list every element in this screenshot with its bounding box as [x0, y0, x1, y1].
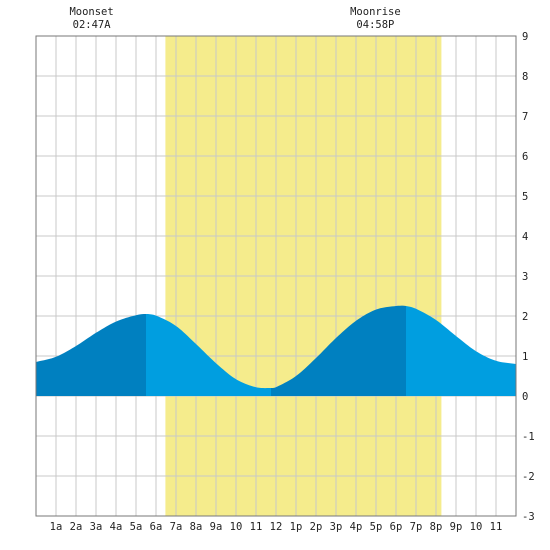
- x-axis-ticks: 1a 2a 3a 4a 5a 6a 7a 8a 9a 10 11 12 1p 2p 3p 4p 5p 6p 7p 8p…: [50, 521, 503, 533]
- x-tick-label: 7p: [410, 521, 423, 533]
- x-tick-label: 11: [250, 521, 263, 533]
- x-tick-label: 8p: [430, 521, 443, 533]
- x-tick-label: 9p: [450, 521, 463, 533]
- x-tick-label: 9a: [210, 521, 223, 533]
- y-tick-label: -2: [522, 471, 535, 483]
- y-tick-label: 6: [522, 151, 528, 163]
- y-tick-label: 3: [522, 271, 528, 283]
- y-tick-label: 8: [522, 71, 528, 83]
- tide-area: [36, 305, 516, 396]
- grid: [36, 35, 516, 517]
- x-tick-label: 12: [270, 521, 283, 533]
- y-tick-label: 5: [522, 191, 528, 203]
- moon-event-time: 02:47A: [73, 19, 112, 31]
- x-tick-label: 8a: [190, 521, 203, 533]
- x-tick-label: 4p: [350, 521, 363, 533]
- moon-event-label: Moonset: [69, 6, 113, 18]
- y-tick-label: 1: [522, 351, 528, 363]
- y-tick-label: -1: [522, 431, 535, 443]
- y-axis-ticks: -3 -2 -1 0 1 2 3 4 5 6 7 8 9: [522, 31, 535, 523]
- y-tick-label: -3: [522, 511, 535, 523]
- moon-event-label: Moonrise: [350, 6, 401, 18]
- x-tick-label: 2a: [70, 521, 83, 533]
- x-tick-label: 11: [490, 521, 503, 533]
- x-tick-label: 1a: [50, 521, 63, 533]
- tide-rising-segment: [36, 314, 146, 396]
- x-tick-label: 6p: [390, 521, 403, 533]
- x-tick-label: 10: [230, 521, 243, 533]
- x-tick-label: 5a: [130, 521, 143, 533]
- x-tick-label: 6a: [150, 521, 163, 533]
- x-tick-label: 10: [470, 521, 483, 533]
- tide-falling-segment: [406, 306, 516, 396]
- y-tick-label: 2: [522, 311, 528, 323]
- y-tick-label: 4: [522, 231, 528, 243]
- x-tick-label: 7a: [170, 521, 183, 533]
- x-tick-label: 4a: [110, 521, 123, 533]
- tide-falling-segment: [146, 314, 271, 396]
- plot-frame: [35, 35, 517, 517]
- y-tick-label: 9: [522, 31, 528, 43]
- x-tick-label: 2p: [310, 521, 323, 533]
- x-tick-label: 3a: [90, 521, 103, 533]
- x-tick-label: 5p: [370, 521, 383, 533]
- x-tick-label: 1p: [290, 521, 303, 533]
- tide-rising-segment: [271, 305, 406, 396]
- moon-event-time: 04:58P: [356, 19, 394, 31]
- x-tick-label: 3p: [330, 521, 343, 533]
- y-tick-label: 0: [522, 391, 528, 403]
- y-tick-label: 7: [522, 111, 528, 123]
